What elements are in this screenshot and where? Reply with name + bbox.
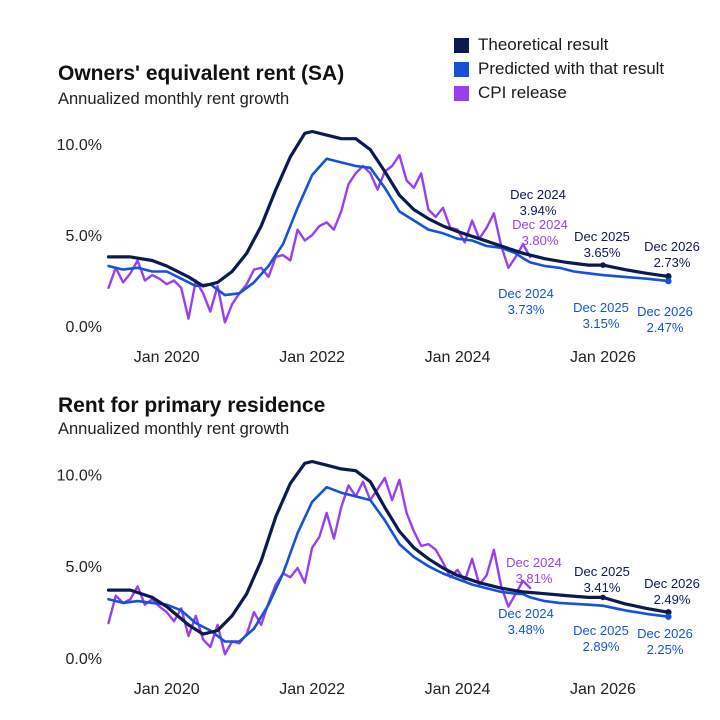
chart-panel-rent: Rent for primary residence Annualized mo… <box>0 330 720 720</box>
annotation-value: 3.41% <box>584 580 621 595</box>
legend-item-cpi: CPI release <box>454 81 664 105</box>
x-tick-label: Jan 2022 <box>279 349 345 366</box>
chart-title-rent: Rent for primary residence <box>58 394 326 417</box>
y-tick-label: 0.0% <box>66 651 102 668</box>
annotation-label: Dec 2026 <box>644 239 700 254</box>
chart-oer: 0.0% 5.0% 10.0% Jan 2020 Jan 2022 Jan 2024 Jan… <box>57 129 700 366</box>
series-line-predicted-with-that-result <box>107 485 670 643</box>
annotation-value: 3.65% <box>584 245 621 260</box>
annotation-label: Dec 2026 <box>644 576 700 591</box>
annotation-value: 2.47% <box>647 320 684 335</box>
chart-subtitle-rent: Annualized monthly rent growth <box>58 420 290 438</box>
x-tick-label: Jan 2026 <box>570 681 636 698</box>
annotation-label: Dec 2025 <box>574 564 630 579</box>
y-tick-label: 5.0% <box>66 228 102 245</box>
annotation-value: 3.73% <box>508 302 545 317</box>
x-tick-label: Jan 2024 <box>425 349 491 366</box>
chart-title-oer: Owners' equivalent rent (SA) <box>58 62 345 85</box>
annotation-label: Dec 2025 <box>573 300 629 315</box>
series-point-marker <box>600 594 606 601</box>
annotation-label: Dec 2025 <box>573 623 629 638</box>
annotation-value: 3.15% <box>583 316 620 331</box>
y-tick-label: 5.0% <box>66 559 102 576</box>
y-tick-label: 10.0% <box>57 137 102 154</box>
y-tick-label: 10.0% <box>57 467 102 484</box>
annotation-label: Dec 2026 <box>637 626 693 641</box>
annotation-label: Dec 2024 <box>498 286 554 301</box>
annotation-label: Dec 2025 <box>574 229 630 244</box>
annotation-label: Dec 2024 <box>498 606 554 621</box>
series-end-marker <box>665 277 672 285</box>
x-tick-label: Jan 2026 <box>570 349 636 366</box>
series-line-theoretical-result <box>106 129 670 288</box>
legend-label-theoretical: Theoretical result <box>478 35 609 54</box>
annotation-value: 2.89% <box>583 639 620 654</box>
chart-rent: 0.0% 5.0% 10.0% Jan 2020 Jan 2022 Jan 2024 Jan… <box>57 459 700 698</box>
annotation-value: 2.49% <box>654 592 691 607</box>
series-end-marker <box>665 609 672 616</box>
legend-item-theoretical: Theoretical result <box>454 33 664 57</box>
chart-subtitle-oer: Annualized monthly rent growth <box>58 90 290 108</box>
annotation-value: 2.25% <box>647 642 684 657</box>
y-tick-label: 0.0% <box>66 319 102 336</box>
annotation-value: 3.80% <box>522 233 559 248</box>
series-end-marker <box>665 613 672 620</box>
annotation-label: Dec 2024 <box>510 187 566 202</box>
annotation-value: 3.81% <box>516 571 553 586</box>
legend-label-predicted: Predicted with that result <box>478 59 665 78</box>
annotation-label: Dec 2024 <box>512 217 568 232</box>
annotation-label: Dec 2024 <box>506 555 562 570</box>
annotation-value: 2.73% <box>654 255 691 270</box>
x-tick-label: Jan 2024 <box>425 681 491 698</box>
x-tick-label: Jan 2020 <box>134 349 200 366</box>
series-point-marker <box>600 262 606 268</box>
series-line-cpi-release <box>107 476 532 656</box>
annotation-value: 3.94% <box>520 203 557 218</box>
x-tick-label: Jan 2020 <box>134 681 200 698</box>
chart-panel-oer: Owners' equivalent rent (SA) Annualized … <box>57 62 700 366</box>
legend-label-cpi: CPI release <box>478 83 567 102</box>
series-end-marker <box>665 273 672 280</box>
legend-swatch-theoretical <box>454 37 469 53</box>
legend: Theoretical result Predicted with that r… <box>454 33 664 105</box>
legend-swatch-cpi <box>454 85 469 101</box>
series-line-theoretical-result <box>106 459 670 636</box>
legend-item-predicted: Predicted with that result <box>454 57 664 81</box>
x-tick-label: Jan 2022 <box>279 681 345 698</box>
annotation-label: Dec 2026 <box>637 304 693 319</box>
annotation-value: 3.48% <box>508 622 545 637</box>
legend-swatch-predicted <box>454 61 469 77</box>
